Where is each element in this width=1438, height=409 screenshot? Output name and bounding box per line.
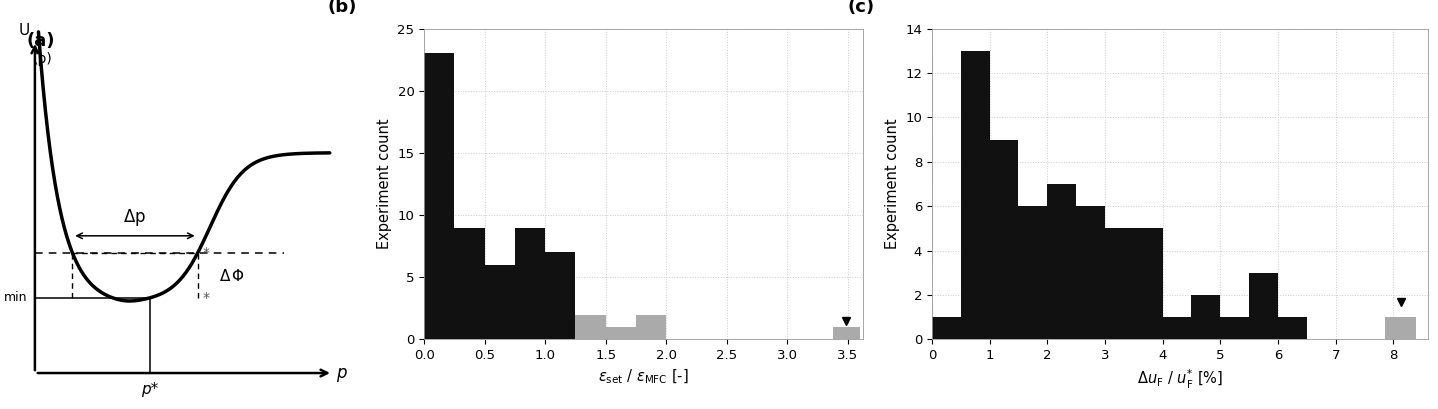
Text: (p): (p): [33, 52, 53, 66]
Bar: [575, 315, 605, 339]
Bar: [515, 227, 545, 339]
Text: $\Delta$p: $\Delta$p: [124, 207, 147, 228]
Bar: [1018, 206, 1047, 339]
Bar: [932, 317, 961, 339]
Text: *: *: [203, 246, 210, 260]
Text: *: *: [203, 291, 210, 305]
Text: (b): (b): [328, 0, 357, 16]
Text: p*: p*: [141, 382, 158, 398]
Bar: [1162, 317, 1192, 339]
X-axis label: $\varepsilon_{\mathrm{set}}$ / $\varepsilon_{\mathrm{MFC}}$ [-]: $\varepsilon_{\mathrm{set}}$ / $\varepsi…: [598, 368, 689, 386]
Bar: [545, 252, 575, 339]
Y-axis label: Experiment count: Experiment count: [377, 119, 393, 249]
Text: (a): (a): [27, 32, 56, 50]
Bar: [1047, 184, 1076, 339]
Bar: [989, 139, 1018, 339]
Bar: [1192, 295, 1221, 339]
Bar: [605, 327, 636, 339]
Text: p: p: [336, 364, 347, 382]
Bar: [424, 54, 454, 339]
Bar: [1104, 229, 1133, 339]
Bar: [485, 265, 515, 339]
Bar: [1250, 273, 1278, 339]
Bar: [454, 227, 485, 339]
Text: $\Delta\,\Phi$: $\Delta\,\Phi$: [219, 267, 244, 283]
Bar: [1221, 317, 1250, 339]
Text: U: U: [19, 23, 30, 38]
Y-axis label: Experiment count: Experiment count: [884, 119, 900, 249]
Text: min: min: [3, 291, 27, 304]
Bar: [636, 315, 666, 339]
Bar: [1385, 317, 1416, 339]
X-axis label: $\Delta u_{\mathrm{F}}$ / $u_{\mathrm{F}}^{*}$ [%]: $\Delta u_{\mathrm{F}}$ / $u_{\mathrm{F}…: [1137, 368, 1222, 391]
Bar: [1133, 229, 1162, 339]
Bar: [833, 327, 860, 339]
Text: (c): (c): [847, 0, 874, 16]
Bar: [1076, 206, 1104, 339]
Bar: [961, 51, 989, 339]
Bar: [1278, 317, 1307, 339]
